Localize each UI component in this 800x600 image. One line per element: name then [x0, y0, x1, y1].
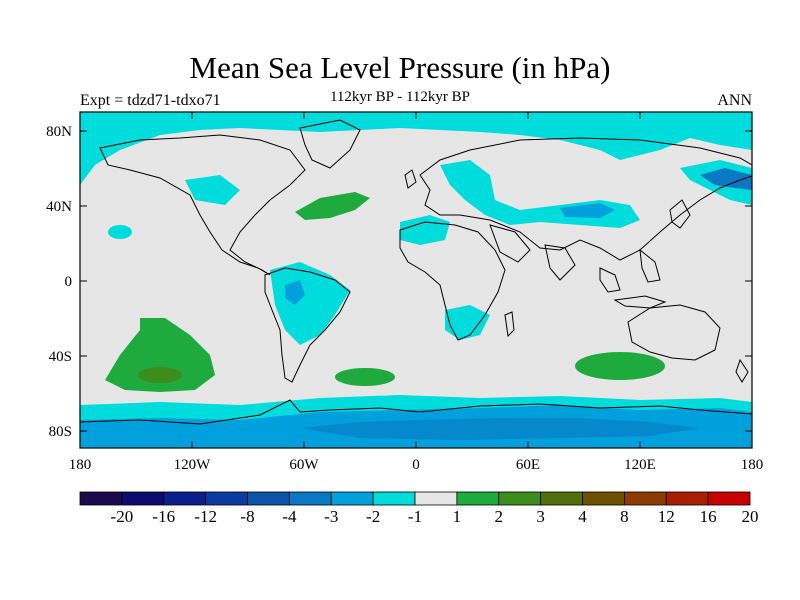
negative-anomaly-eurasia-core [560, 203, 615, 218]
colorbar-swatch [498, 491, 542, 506]
colorbar-swatch [330, 491, 374, 506]
x-tick-label: 0 [412, 457, 420, 473]
colorbar-swatch [163, 491, 207, 506]
colorbar [79, 491, 751, 506]
colorbar-swatch [623, 491, 667, 506]
colorbar-label: 12 [658, 507, 675, 526]
y-tick-label: 0 [65, 274, 73, 290]
x-tick-label: 180 [69, 457, 92, 473]
negative-anomaly-north-america [185, 175, 240, 205]
colorbar-label: -3 [324, 507, 338, 526]
positive-anomaly-south-atlantic [335, 368, 395, 386]
negative-anomaly-north-africa [400, 215, 450, 245]
colorbar-swatch [456, 491, 500, 506]
negative-anomaly-pacific-blob [108, 225, 132, 239]
neutral-field [80, 112, 752, 448]
period-label: 112kyr BP - 112kyr BP [329, 89, 470, 105]
colorbar-swatch [707, 491, 751, 506]
map-title: Mean Sea Level Pressure (in hPa) [189, 50, 611, 85]
colorbar-label: 4 [578, 507, 587, 526]
colorbar-label: -8 [240, 507, 254, 526]
colorbar-swatch [79, 491, 123, 506]
colorbar-swatch [247, 491, 290, 506]
colorbar-swatch [121, 491, 165, 506]
colorbar-label: -16 [152, 507, 175, 526]
y-tick-label: 40N [46, 199, 72, 215]
x-tick-label: 60W [289, 457, 319, 473]
x-axis-labels: 180 120W 60W 0 60E 120E 180 [69, 457, 764, 473]
colorbar-label: -2 [366, 507, 380, 526]
colorbar-label: 3 [536, 507, 545, 526]
colorbar-label: 16 [700, 507, 717, 526]
x-tick-label: 60E [516, 457, 540, 473]
colorbar-label: -1 [408, 507, 422, 526]
colorbar-label: -12 [194, 507, 217, 526]
colorbar-label: 20 [742, 507, 759, 526]
colorbar-swatch [414, 491, 458, 506]
negative-anomaly-north-pacific-core [700, 168, 752, 190]
y-tick-label: 80N [46, 124, 72, 140]
y-axis-labels: 80N 40N 0 40S 80S [46, 124, 72, 440]
colorbar-swatch [205, 491, 248, 506]
negative-anomaly-south-america [270, 262, 350, 345]
negative-anomaly-southern-africa [445, 305, 490, 340]
colorbar-swatch [665, 491, 709, 506]
experiment-label: Expt = tdzd71-tdxo71 [80, 92, 221, 109]
positive-anomaly-south-pacific [105, 318, 215, 392]
colorbar-label: -20 [111, 507, 134, 526]
colorbar-label: 8 [620, 507, 629, 526]
y-tick-label: 40S [49, 349, 72, 365]
negative-anomaly-south-america-core [285, 280, 305, 305]
colorbar-label: -4 [282, 507, 297, 526]
x-tick-label: 120E [624, 457, 656, 473]
colorbar-swatch [540, 491, 583, 506]
colorbar-labels: -20 -16 -12 -8 -4 -3 -2 -1 1 2 3 4 8 12 16 20 [111, 507, 759, 526]
colorbar-swatch [582, 491, 625, 506]
x-tick-label: 180 [741, 457, 764, 473]
negative-anomaly-antarctica-core [300, 418, 700, 440]
season-label: ANN [717, 92, 752, 109]
y-tick-label: 80S [49, 424, 72, 440]
colorbar-swatch [288, 491, 332, 506]
positive-anomaly-south-pacific-core [138, 367, 182, 383]
colorbar-label: 2 [495, 507, 504, 526]
tick-marks [79, 112, 753, 448]
x-tick-label: 120W [174, 457, 212, 473]
map-fields [80, 112, 752, 448]
positive-anomaly-south-indian [575, 352, 665, 380]
positive-anomaly-north-atlantic [295, 192, 370, 220]
colorbar-swatch [372, 491, 416, 506]
colorbar-label: 1 [453, 507, 462, 526]
negative-anomaly-arctic [80, 112, 752, 185]
coastlines [80, 119, 752, 425]
